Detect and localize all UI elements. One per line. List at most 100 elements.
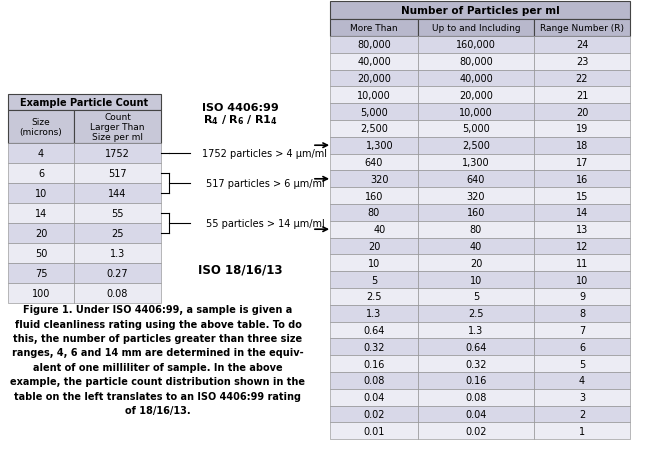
Text: 9: 9 [579, 292, 585, 302]
Text: Size
(microns): Size (microns) [20, 118, 62, 137]
Text: 10: 10 [470, 275, 482, 285]
Text: 6: 6 [579, 342, 585, 352]
Bar [330, 37, 418, 54]
Text: 100: 100 [32, 288, 50, 298]
Bar [330, 372, 418, 389]
Text: 0.04: 0.04 [465, 409, 487, 419]
Text: More Than: More Than [350, 24, 398, 33]
Text: 20,000: 20,000 [357, 74, 391, 84]
Text: 1752: 1752 [105, 149, 130, 159]
Bar [418, 423, 534, 439]
Bar [534, 372, 630, 389]
Text: 55 particles > 14 μm/ml: 55 particles > 14 μm/ml [205, 219, 324, 229]
Bar [418, 272, 534, 288]
Bar [418, 20, 534, 37]
Text: 16: 16 [576, 175, 588, 184]
Text: 517: 517 [108, 169, 127, 179]
Text: 2,500: 2,500 [360, 124, 388, 134]
Bar [418, 54, 534, 70]
Text: Example Particle Count: Example Particle Count [20, 98, 149, 108]
Bar [8, 95, 161, 111]
Bar [74, 263, 161, 283]
Text: 3: 3 [579, 392, 585, 402]
Text: 75: 75 [34, 269, 47, 278]
Bar [418, 406, 534, 423]
Text: 14: 14 [35, 208, 47, 219]
Text: 10,000: 10,000 [357, 91, 391, 100]
Text: 5: 5 [473, 292, 479, 302]
Text: 40,000: 40,000 [459, 74, 493, 84]
Bar [534, 305, 630, 322]
Text: Range Number (R): Range Number (R) [540, 24, 624, 33]
Bar [8, 111, 74, 144]
Text: 0.01: 0.01 [363, 426, 385, 436]
Text: 20: 20 [470, 258, 482, 268]
Text: 320: 320 [370, 175, 389, 184]
Text: 4: 4 [38, 149, 44, 159]
Text: 0.02: 0.02 [465, 426, 487, 436]
Text: $\mathbf{R_4}$$\mathbf{\ /\ R_6\ /\ R1_4}$: $\mathbf{R_4}$$\mathbf{\ /\ R_6\ /\ R1_4… [203, 113, 278, 126]
Bar [418, 338, 534, 356]
Text: ranges, 4, 6 and 14 mm are determined in the equiv-: ranges, 4, 6 and 14 mm are determined in… [12, 348, 304, 358]
Text: 0.32: 0.32 [465, 359, 487, 369]
Text: 1,300: 1,300 [366, 141, 394, 151]
Text: 1: 1 [579, 426, 585, 436]
Text: 17: 17 [576, 158, 588, 168]
Bar [8, 283, 74, 303]
Text: 1.3: 1.3 [469, 325, 484, 335]
Text: 10: 10 [35, 188, 47, 199]
Text: 13: 13 [576, 225, 588, 235]
Bar [8, 163, 74, 184]
Text: 320: 320 [467, 191, 486, 201]
Bar [534, 154, 630, 171]
Bar [418, 121, 534, 138]
Bar [418, 288, 534, 305]
Bar [418, 138, 534, 154]
Text: 5: 5 [371, 275, 377, 285]
Bar [330, 406, 418, 423]
Text: 0.04: 0.04 [363, 392, 385, 402]
Text: 55: 55 [111, 208, 124, 219]
Text: 7: 7 [579, 325, 585, 335]
Bar [418, 305, 534, 322]
Bar [74, 144, 161, 163]
Bar [418, 188, 534, 205]
Text: example, the particle count distribution shown in the: example, the particle count distribution… [10, 377, 305, 387]
Text: 1752 particles > 4 μm/ml: 1752 particles > 4 μm/ml [203, 149, 328, 159]
Text: Number of Particles per ml: Number of Particles per ml [400, 6, 560, 16]
Text: 0.64: 0.64 [465, 342, 487, 352]
Text: table on the left translates to an ISO 4406:99 rating: table on the left translates to an ISO 4… [14, 391, 302, 401]
Text: 10: 10 [576, 275, 588, 285]
Bar [534, 238, 630, 255]
Bar [418, 322, 534, 338]
Bar [74, 283, 161, 303]
Bar [330, 305, 418, 322]
Text: 80,000: 80,000 [357, 40, 391, 50]
Bar [534, 221, 630, 238]
Bar [534, 322, 630, 338]
Bar [330, 138, 418, 154]
Bar [534, 406, 630, 423]
Text: 517 particles > 6 μm/ml: 517 particles > 6 μm/ml [205, 179, 324, 188]
Bar [418, 255, 534, 272]
Text: 0.08: 0.08 [107, 288, 128, 298]
Bar [534, 138, 630, 154]
Bar [534, 171, 630, 188]
Text: fluid cleanliness rating using the above table. To do: fluid cleanliness rating using the above… [14, 319, 302, 329]
Bar [418, 171, 534, 188]
Bar [330, 87, 418, 104]
Bar [418, 221, 534, 238]
Bar [418, 238, 534, 255]
Bar [330, 221, 418, 238]
Bar [8, 144, 74, 163]
Bar [74, 204, 161, 224]
Text: 24: 24 [576, 40, 588, 50]
Text: 21: 21 [576, 91, 588, 100]
Bar [330, 205, 418, 221]
Text: 5,000: 5,000 [360, 107, 388, 117]
Text: 6: 6 [38, 169, 44, 179]
Bar [74, 111, 161, 144]
Text: 40: 40 [374, 225, 386, 235]
Bar [534, 104, 630, 121]
Text: 2,500: 2,500 [462, 141, 490, 151]
